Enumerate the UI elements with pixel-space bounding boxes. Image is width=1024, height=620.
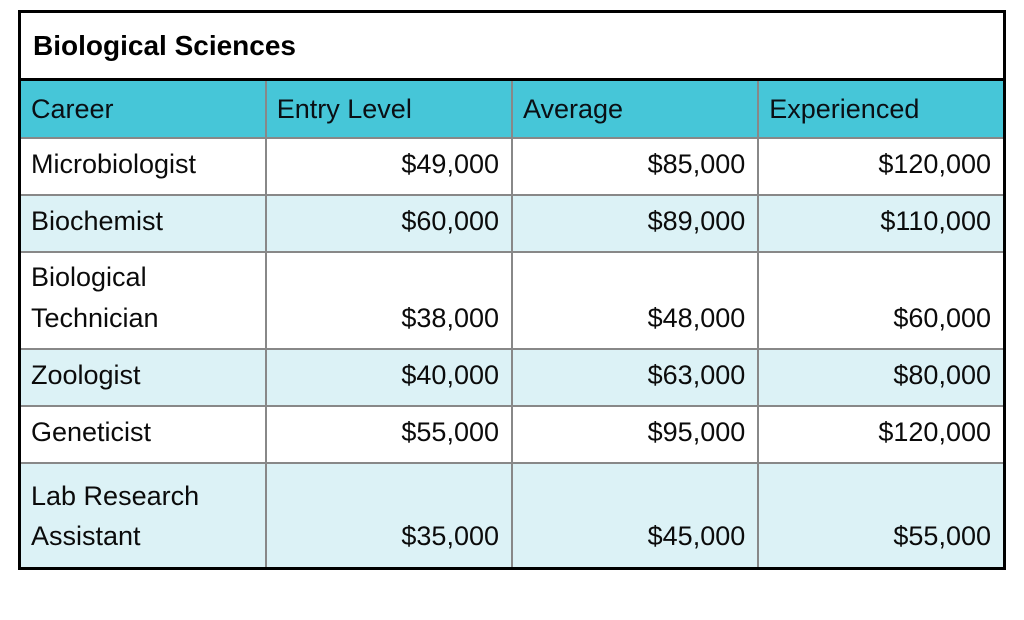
table-title: Biological Sciences xyxy=(19,11,1005,81)
career-cell: Geneticist xyxy=(18,405,267,464)
average-cell: $95,000 xyxy=(510,405,760,464)
experienced-cell: $80,000 xyxy=(757,348,1006,407)
table-row-lab-research-assistant: Lab Research Assistant $35,000 $45,000 $… xyxy=(18,462,1006,569)
entry-level-cell: $55,000 xyxy=(264,405,514,464)
average-cell: $85,000 xyxy=(510,137,760,196)
career-cell: Microbiologist xyxy=(18,137,267,196)
entry-level-cell: $35,000 xyxy=(264,462,514,569)
experienced-cell: $60,000 xyxy=(757,251,1006,350)
table-row-biochemist: Biochemist $60,000 $89,000 $110,000 xyxy=(18,194,1006,253)
average-cell: $89,000 xyxy=(510,194,760,253)
career-cell: Biochemist xyxy=(18,194,267,253)
title-row: Biological Sciences xyxy=(19,11,1005,81)
experienced-cell: $120,000 xyxy=(757,137,1006,196)
experienced-cell: $120,000 xyxy=(757,405,1006,464)
entry-level-cell: $49,000 xyxy=(264,137,514,196)
entry-level-cell: $40,000 xyxy=(264,348,514,407)
career-cell: Biological Technician xyxy=(18,251,267,350)
career-cell: Zoologist xyxy=(18,348,267,407)
entry-level-cell: $60,000 xyxy=(264,194,514,253)
entry-level-cell: $38,000 xyxy=(264,251,514,350)
column-header-experienced: Experienced xyxy=(757,78,1006,139)
biological-sciences-salary-table: Biological Sciences Career Entry Level A… xyxy=(18,10,1006,570)
average-cell: $63,000 xyxy=(510,348,760,407)
table-row-geneticist: Geneticist $55,000 $95,000 $120,000 xyxy=(18,405,1006,464)
average-cell: $48,000 xyxy=(510,251,760,350)
table-row-biological-technician: Biological Technician $38,000 $48,000 $6… xyxy=(18,251,1006,350)
experienced-cell: $55,000 xyxy=(757,462,1006,569)
experienced-cell: $110,000 xyxy=(757,194,1006,253)
salary-table-container: Biological Sciences Career Entry Level A… xyxy=(18,10,1006,570)
column-header-career: Career xyxy=(18,78,267,139)
average-cell: $45,000 xyxy=(510,462,760,569)
table-row-microbiologist: Microbiologist $49,000 $85,000 $120,000 xyxy=(18,137,1006,196)
table-row-zoologist: Zoologist $40,000 $63,000 $80,000 xyxy=(18,348,1006,407)
header-row: Career Entry Level Average Experienced xyxy=(18,78,1006,139)
column-header-entry-level: Entry Level xyxy=(264,78,514,139)
career-cell: Lab Research Assistant xyxy=(18,462,267,569)
column-header-average: Average xyxy=(510,78,760,139)
